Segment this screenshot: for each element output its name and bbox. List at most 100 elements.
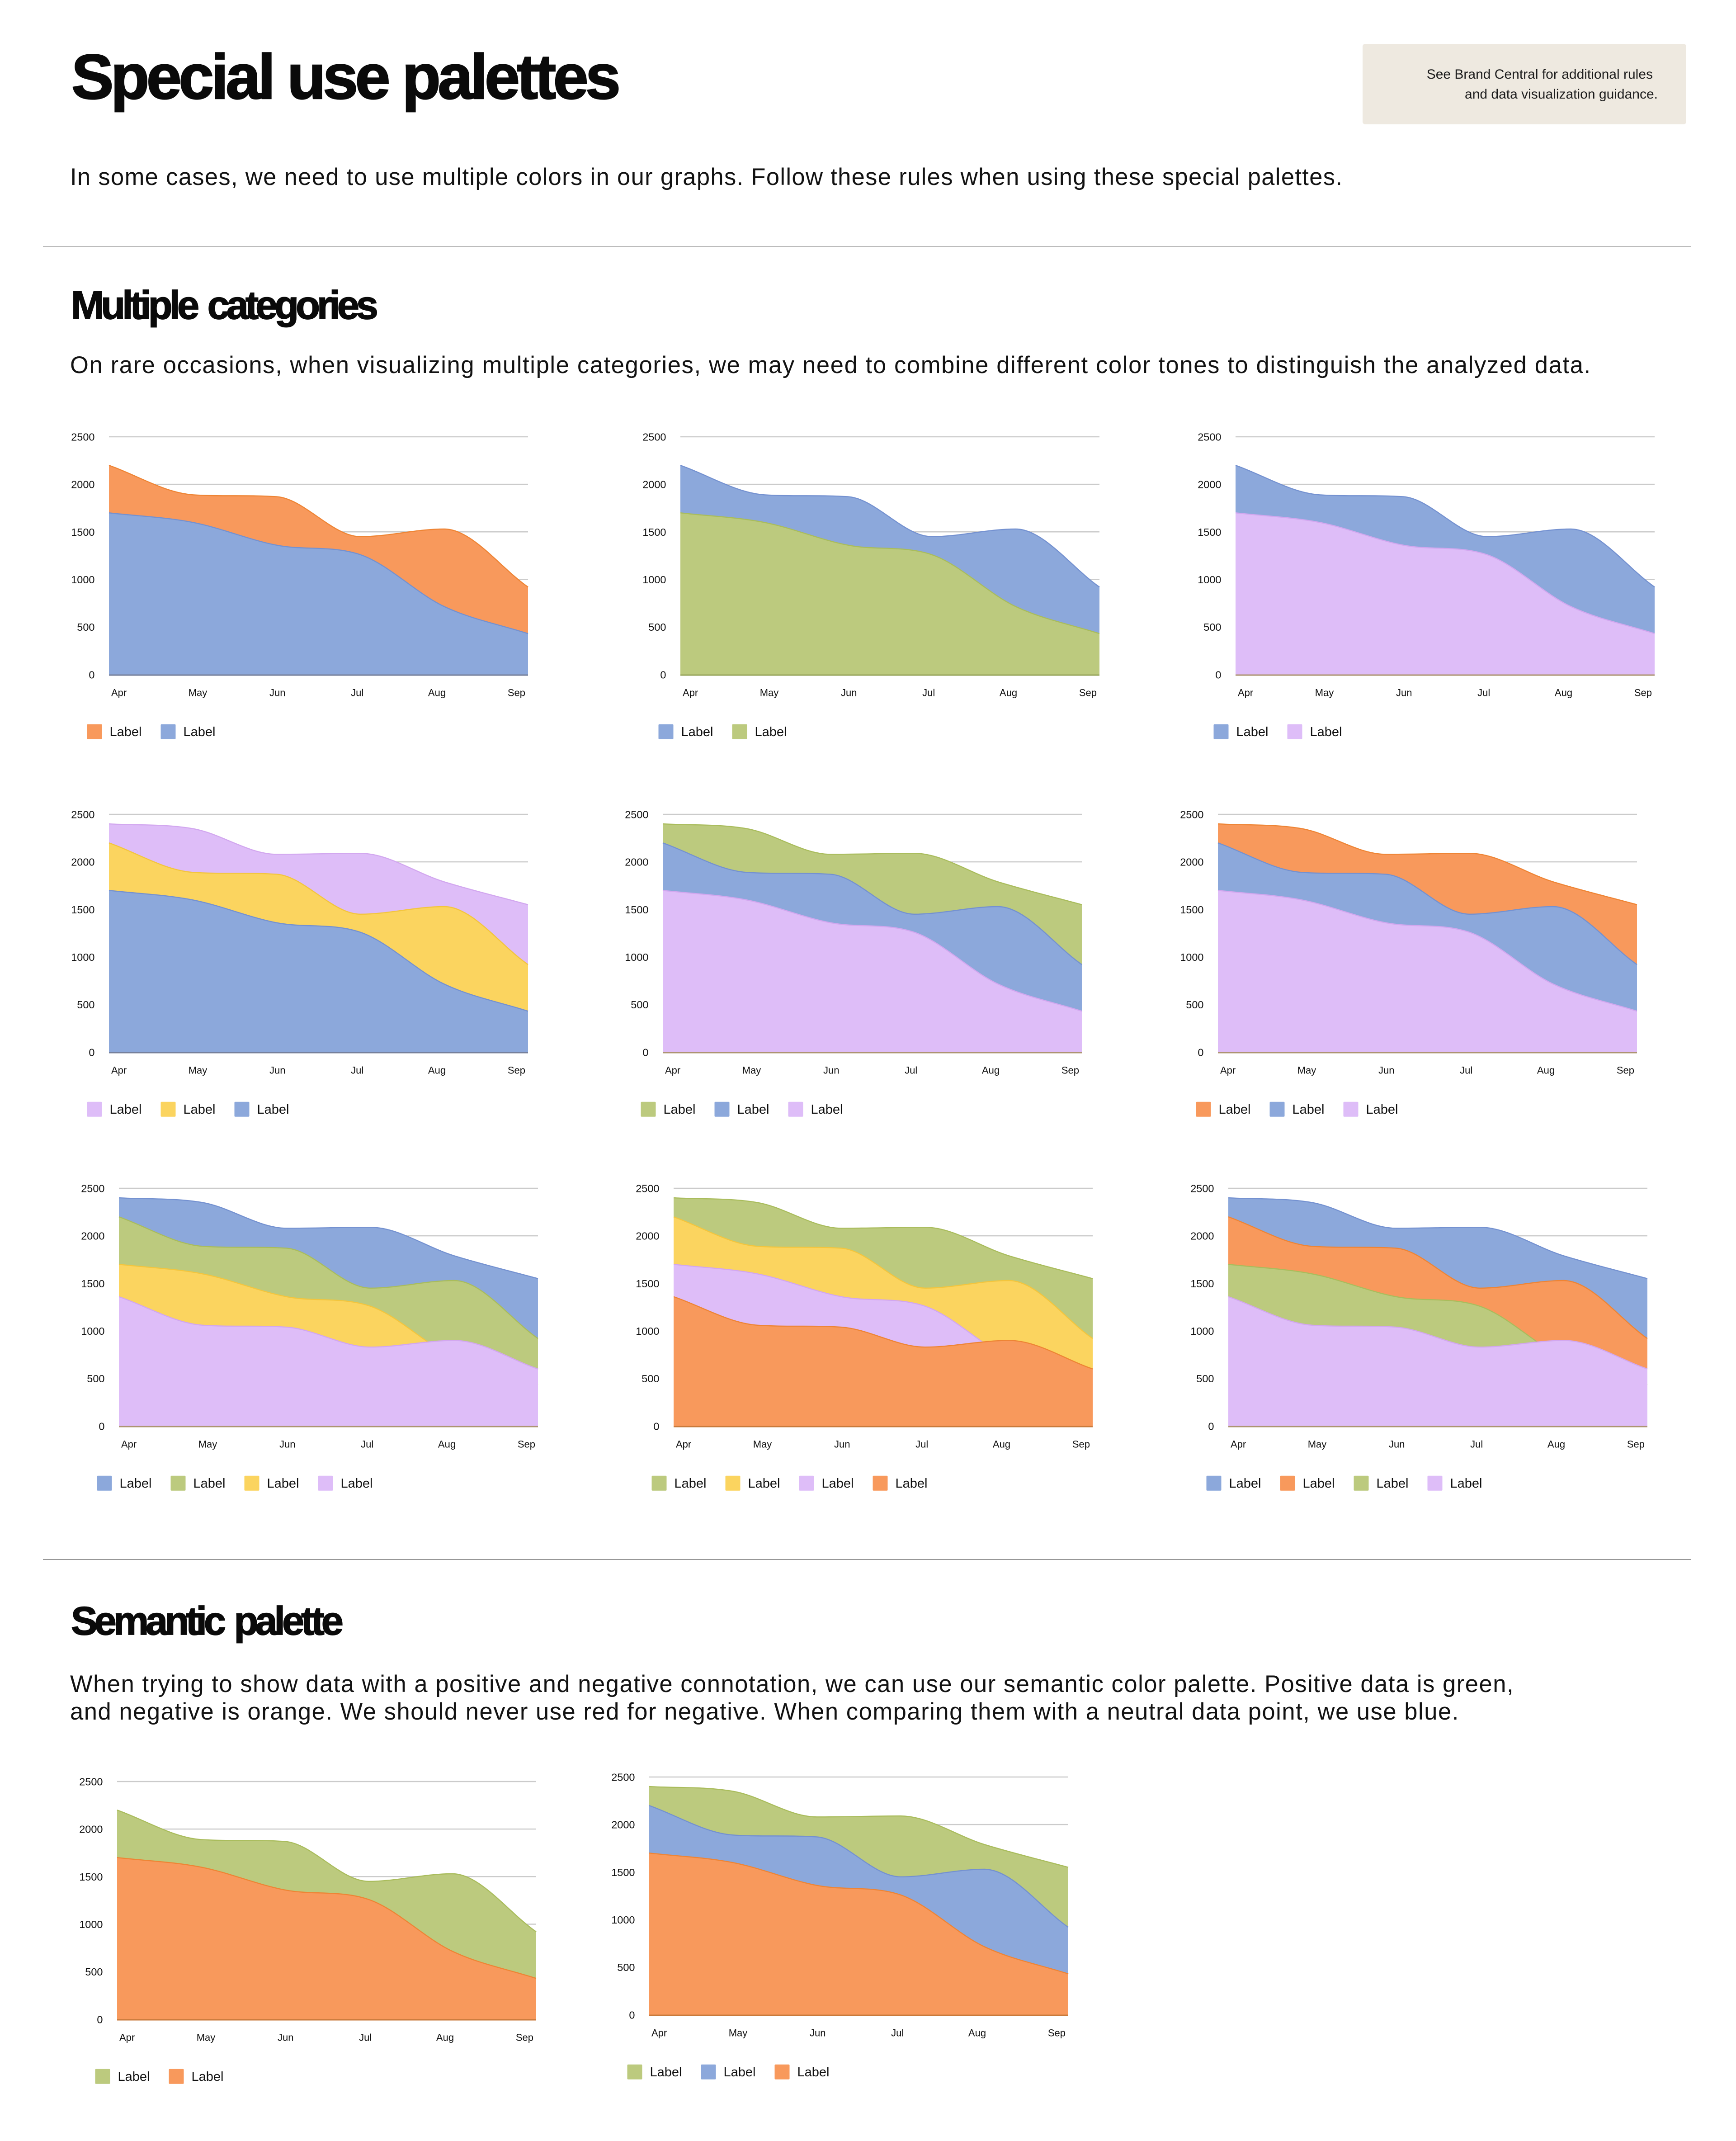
svg-text:500: 500: [648, 621, 666, 633]
svg-text:Aug: Aug: [1537, 1064, 1555, 1076]
svg-text:1500: 1500: [1190, 1278, 1214, 1290]
svg-text:Jun: Jun: [810, 2027, 826, 2038]
svg-text:May: May: [189, 1064, 208, 1076]
svg-text:Label: Label: [183, 725, 215, 739]
svg-text:Aug: Aug: [992, 1438, 1010, 1450]
svg-text:Jun: Jun: [834, 1438, 850, 1450]
svg-text:0: 0: [89, 669, 94, 681]
svg-text:May: May: [198, 1438, 217, 1450]
svg-text:500: 500: [1186, 999, 1203, 1011]
svg-text:Jul: Jul: [915, 1438, 928, 1450]
svg-text:Jul: Jul: [351, 687, 363, 698]
svg-text:1000: 1000: [642, 574, 666, 586]
svg-text:Label: Label: [1377, 1476, 1409, 1491]
svg-text:Jun: Jun: [269, 1064, 285, 1076]
svg-text:Sep: Sep: [516, 2032, 533, 2043]
svg-text:Apr: Apr: [683, 687, 698, 698]
svg-text:Label: Label: [821, 1476, 854, 1491]
svg-text:2500: 2500: [642, 431, 666, 443]
svg-text:2500: 2500: [636, 1183, 659, 1195]
svg-text:1000: 1000: [71, 951, 94, 963]
svg-text:500: 500: [1203, 621, 1221, 633]
svg-text:2500: 2500: [71, 431, 94, 443]
svg-text:Label: Label: [797, 2065, 830, 2080]
svg-text:Sep: Sep: [507, 687, 525, 698]
svg-text:Label: Label: [1229, 1476, 1261, 1491]
svg-text:Label: Label: [681, 725, 713, 739]
svg-text:2000: 2000: [81, 1230, 105, 1242]
svg-text:1000: 1000: [611, 1914, 635, 1926]
svg-text:Label: Label: [1303, 1476, 1335, 1491]
svg-text:Label: Label: [1310, 725, 1342, 739]
svg-text:Label: Label: [118, 2070, 150, 2084]
svg-text:May: May: [188, 687, 207, 698]
svg-text:2000: 2000: [71, 856, 94, 868]
svg-text:Label: Label: [811, 1102, 843, 1117]
svg-text:1000: 1000: [1190, 1325, 1214, 1337]
svg-text:Jun: Jun: [1389, 1438, 1405, 1450]
svg-text:Jul: Jul: [351, 1064, 363, 1076]
svg-text:Jun: Jun: [841, 687, 857, 698]
svg-text:2000: 2000: [642, 479, 666, 491]
svg-text:2500: 2500: [81, 1183, 105, 1195]
svg-text:Aug: Aug: [1555, 687, 1572, 698]
svg-text:Sep: Sep: [508, 1064, 525, 1076]
svg-text:1000: 1000: [625, 951, 648, 963]
svg-text:Jul: Jul: [1460, 1064, 1472, 1076]
svg-text:Aug: Aug: [981, 1064, 999, 1076]
svg-text:0: 0: [642, 1046, 648, 1058]
svg-text:May: May: [729, 2027, 748, 2038]
svg-text:1500: 1500: [1198, 526, 1221, 538]
svg-text:0: 0: [1215, 669, 1221, 681]
svg-text:2500: 2500: [1198, 431, 1221, 443]
svg-text:2000: 2000: [79, 1824, 103, 1835]
svg-text:Sep: Sep: [1061, 1064, 1079, 1076]
svg-text:500: 500: [77, 621, 94, 633]
svg-text:Aug: Aug: [438, 1438, 456, 1450]
svg-text:Apr: Apr: [1238, 687, 1253, 698]
svg-text:0: 0: [99, 1420, 105, 1432]
svg-text:May: May: [753, 1438, 772, 1450]
svg-text:Aug: Aug: [436, 2032, 454, 2043]
svg-text:Sep: Sep: [1617, 1064, 1634, 1076]
svg-text:Jul: Jul: [359, 2032, 372, 2043]
svg-text:Label: Label: [193, 1476, 226, 1491]
svg-text:Label: Label: [192, 2070, 224, 2084]
svg-text:Sep: Sep: [1627, 1438, 1645, 1450]
svg-text:Label: Label: [650, 2065, 682, 2080]
svg-text:2500: 2500: [71, 808, 94, 820]
svg-text:500: 500: [642, 1373, 659, 1385]
svg-text:Jul: Jul: [1470, 1438, 1483, 1450]
svg-text:Aug: Aug: [428, 1064, 446, 1076]
svg-text:2500: 2500: [625, 808, 648, 820]
svg-text:1500: 1500: [611, 1867, 635, 1878]
svg-text:Label: Label: [1366, 1102, 1398, 1117]
svg-text:Jul: Jul: [361, 1438, 373, 1450]
svg-text:Label: Label: [674, 1476, 706, 1491]
svg-text:1000: 1000: [79, 1919, 103, 1930]
svg-text:2000: 2000: [1198, 479, 1221, 491]
svg-text:Label: Label: [257, 1102, 289, 1117]
svg-text:Aug: Aug: [968, 2027, 986, 2038]
svg-text:2000: 2000: [611, 1819, 635, 1831]
svg-text:500: 500: [77, 999, 94, 1011]
svg-text:Label: Label: [1450, 1476, 1482, 1491]
svg-text:0: 0: [1208, 1420, 1214, 1432]
svg-text:Apr: Apr: [651, 2027, 667, 2038]
svg-text:1500: 1500: [636, 1278, 659, 1290]
svg-text:May: May: [1308, 1438, 1327, 1450]
svg-text:Sep: Sep: [1079, 687, 1096, 698]
svg-text:1000: 1000: [71, 574, 94, 586]
svg-text:Jun: Jun: [823, 1064, 839, 1076]
svg-text:Label: Label: [737, 1102, 769, 1117]
svg-text:Label: Label: [724, 2065, 756, 2080]
svg-text:0: 0: [660, 669, 666, 681]
svg-text:0: 0: [89, 1046, 94, 1058]
svg-text:Label: Label: [341, 1476, 373, 1491]
svg-text:1500: 1500: [79, 1871, 103, 1883]
svg-text:Jul: Jul: [922, 687, 935, 698]
svg-text:Jun: Jun: [1396, 687, 1412, 698]
svg-text:2500: 2500: [1180, 808, 1203, 820]
svg-text:Sep: Sep: [1048, 2027, 1066, 2038]
svg-text:500: 500: [617, 1961, 635, 1973]
